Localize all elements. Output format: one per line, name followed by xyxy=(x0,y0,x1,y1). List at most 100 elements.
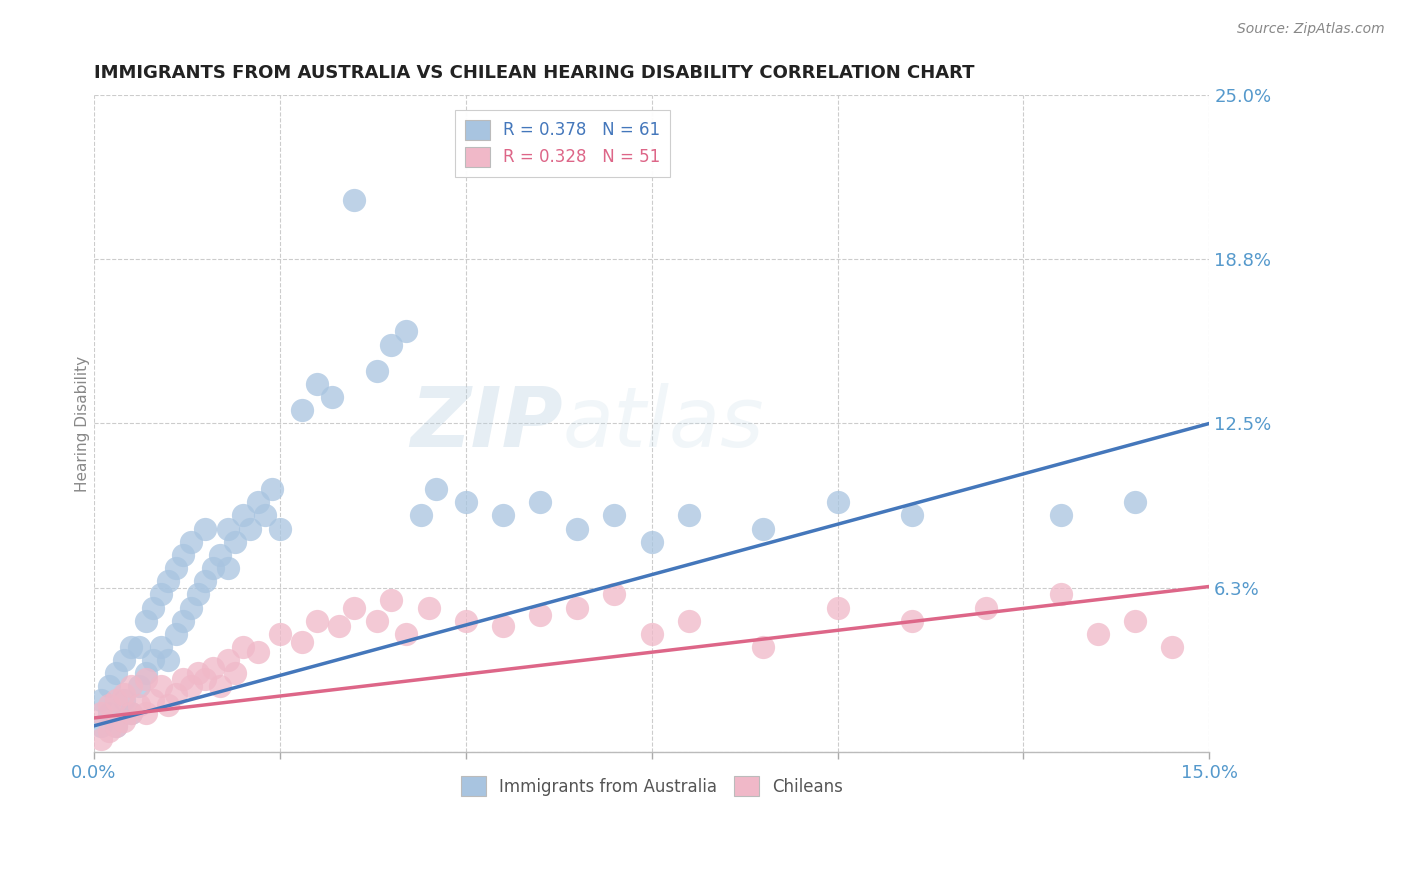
Point xyxy=(187,587,209,601)
Point xyxy=(640,534,662,549)
Point xyxy=(135,706,157,720)
Point xyxy=(603,587,626,601)
Point xyxy=(567,600,589,615)
Point xyxy=(529,608,551,623)
Point xyxy=(194,672,217,686)
Point xyxy=(901,508,924,523)
Point xyxy=(1049,508,1071,523)
Point xyxy=(224,534,246,549)
Point xyxy=(603,508,626,523)
Point xyxy=(1161,640,1184,654)
Point xyxy=(172,548,194,562)
Point xyxy=(128,640,150,654)
Point xyxy=(172,614,194,628)
Point xyxy=(157,698,180,712)
Point xyxy=(209,680,232,694)
Text: IMMIGRANTS FROM AUSTRALIA VS CHILEAN HEARING DISABILITY CORRELATION CHART: IMMIGRANTS FROM AUSTRALIA VS CHILEAN HEA… xyxy=(94,64,974,82)
Point xyxy=(380,592,402,607)
Point xyxy=(97,698,120,712)
Point xyxy=(291,634,314,648)
Point xyxy=(120,680,142,694)
Point xyxy=(343,600,366,615)
Point xyxy=(112,687,135,701)
Point xyxy=(112,714,135,728)
Point xyxy=(678,508,700,523)
Point xyxy=(380,337,402,351)
Point xyxy=(752,640,775,654)
Point xyxy=(567,522,589,536)
Point xyxy=(142,692,165,706)
Point xyxy=(165,561,187,575)
Point xyxy=(97,724,120,739)
Point xyxy=(901,614,924,628)
Point xyxy=(209,548,232,562)
Point xyxy=(128,698,150,712)
Point xyxy=(246,495,269,509)
Point xyxy=(180,680,202,694)
Point xyxy=(305,614,328,628)
Point xyxy=(262,482,284,496)
Point xyxy=(105,692,128,706)
Point xyxy=(454,614,477,628)
Point xyxy=(201,561,224,575)
Point xyxy=(974,600,997,615)
Point xyxy=(120,706,142,720)
Point xyxy=(269,627,291,641)
Point xyxy=(180,600,202,615)
Point xyxy=(328,619,350,633)
Point xyxy=(105,719,128,733)
Point xyxy=(112,653,135,667)
Point xyxy=(180,534,202,549)
Point xyxy=(149,640,172,654)
Point xyxy=(105,719,128,733)
Point xyxy=(165,627,187,641)
Point xyxy=(395,627,418,641)
Point xyxy=(217,561,239,575)
Point xyxy=(492,619,515,633)
Point xyxy=(172,672,194,686)
Point xyxy=(321,390,343,404)
Point xyxy=(120,640,142,654)
Point xyxy=(343,193,366,207)
Point xyxy=(752,522,775,536)
Point xyxy=(90,706,112,720)
Point xyxy=(90,731,112,746)
Point xyxy=(269,522,291,536)
Point xyxy=(239,522,262,536)
Point xyxy=(305,376,328,391)
Point xyxy=(149,680,172,694)
Point xyxy=(142,653,165,667)
Point xyxy=(827,495,849,509)
Text: ZIP: ZIP xyxy=(409,383,562,464)
Point xyxy=(366,614,388,628)
Point xyxy=(640,627,662,641)
Point xyxy=(187,666,209,681)
Point xyxy=(157,574,180,589)
Point xyxy=(366,364,388,378)
Point xyxy=(165,687,187,701)
Legend: Immigrants from Australia, Chileans: Immigrants from Australia, Chileans xyxy=(454,769,849,803)
Point xyxy=(97,680,120,694)
Point xyxy=(194,522,217,536)
Point xyxy=(105,666,128,681)
Point xyxy=(827,600,849,615)
Point xyxy=(135,672,157,686)
Text: Source: ZipAtlas.com: Source: ZipAtlas.com xyxy=(1237,22,1385,37)
Point xyxy=(217,653,239,667)
Point xyxy=(678,614,700,628)
Point xyxy=(120,706,142,720)
Point xyxy=(90,719,112,733)
Point xyxy=(232,508,254,523)
Point xyxy=(142,600,165,615)
Text: atlas: atlas xyxy=(562,383,763,464)
Point xyxy=(1087,627,1109,641)
Point xyxy=(1049,587,1071,601)
Point xyxy=(90,692,112,706)
Point xyxy=(454,495,477,509)
Point xyxy=(492,508,515,523)
Point xyxy=(128,680,150,694)
Point xyxy=(232,640,254,654)
Point xyxy=(135,666,157,681)
Point xyxy=(1123,614,1146,628)
Point xyxy=(217,522,239,536)
